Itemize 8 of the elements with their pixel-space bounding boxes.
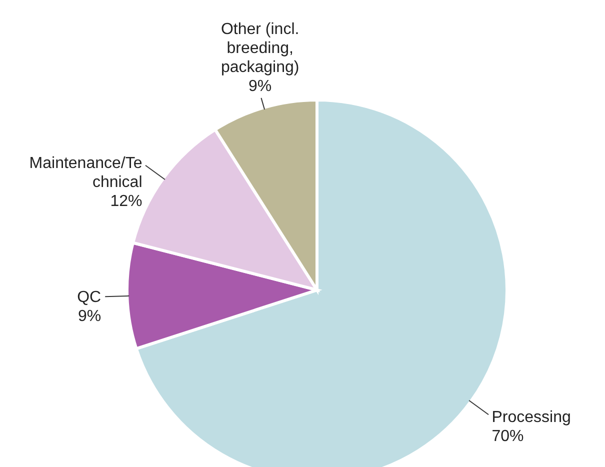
data-label: 9%: [248, 78, 272, 96]
slice-label: Maintenance/Technical: [29, 155, 142, 192]
slice-label: QC: [77, 288, 102, 306]
slice-label: Processing: [492, 408, 571, 426]
data-label: 70%: [492, 428, 524, 445]
data-label: 9%: [78, 308, 102, 325]
data-label: 12%: [110, 193, 142, 210]
slice-label: Other (incl. breeding, packaging): [220, 21, 300, 76]
